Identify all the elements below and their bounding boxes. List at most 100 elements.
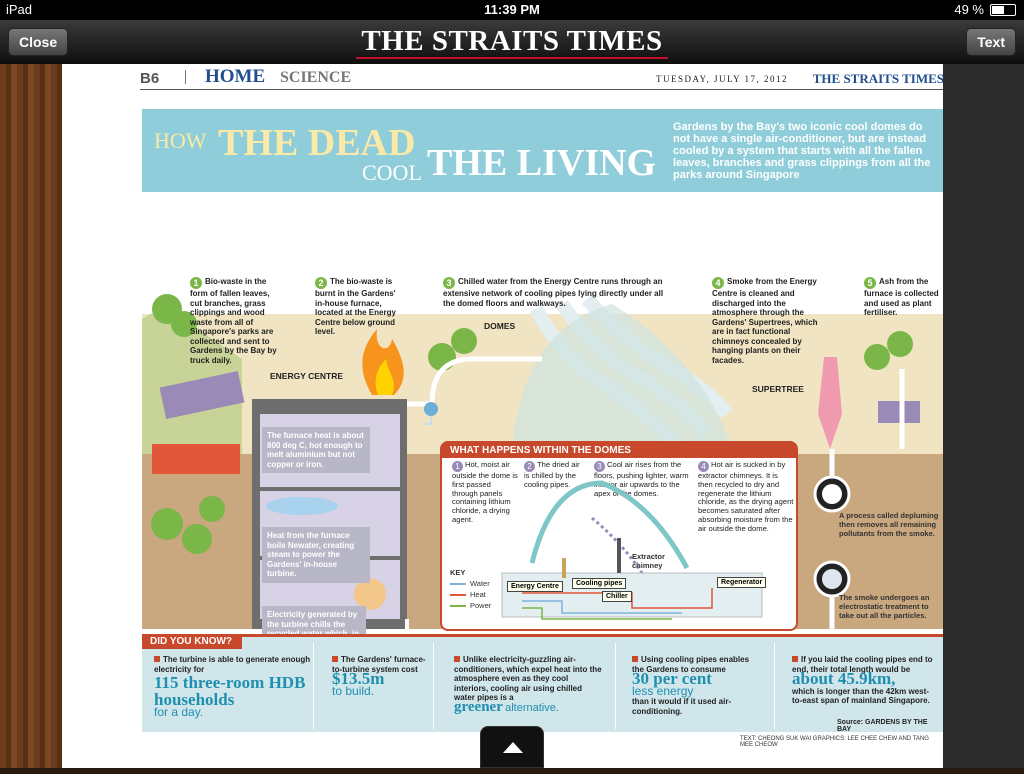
- fact-4-big: 30 per cent: [632, 669, 712, 688]
- fact-4: Using cooling pipes enables the Gardens …: [632, 655, 757, 716]
- intro-text: Gardens by the Bay's two iconic cool dom…: [673, 121, 931, 181]
- plant-note-2: Heat from the furnace boils Newater, cre…: [262, 527, 370, 583]
- domes-step-2-text: The dried air is chilled by the cooling …: [524, 460, 580, 489]
- show-toolbar-button[interactable]: [480, 726, 544, 768]
- key-title: KEY: [450, 568, 466, 577]
- source-note: Source: GARDENS BY THE BAY: [837, 719, 928, 733]
- domes-panel-title: WHAT HAPPENS WITHIN THE DOMES: [442, 443, 796, 458]
- page-number: B6: [140, 70, 160, 87]
- step-3-text: Chilled water from the Energy Centre run…: [443, 277, 664, 308]
- fact-4-pre: Using cooling pipes enables the Gardens …: [632, 655, 750, 674]
- fact-3-big: greener: [454, 698, 503, 715]
- key-heat: Heat: [450, 590, 486, 599]
- fact-divider: [433, 643, 434, 729]
- domes-step-2: 2 The dried air is chilled by the cooling…: [524, 460, 580, 490]
- right-background: [943, 64, 1024, 768]
- page-date: TUESDAY, JULY 17, 2012: [656, 74, 789, 84]
- status-bar: iPad 11:39 PM 49 %: [0, 0, 1024, 20]
- step-1-number: 1: [190, 277, 202, 289]
- fact-divider: [615, 643, 616, 729]
- section-name: HOME: [205, 66, 266, 87]
- step-1-text: Bio-waste in the form of fallen leaves, …: [190, 277, 277, 365]
- close-button[interactable]: Close: [8, 28, 69, 56]
- step-3: 3 Chilled water from the Energy Centre ru…: [443, 277, 675, 308]
- step-4-number: 4: [712, 277, 724, 289]
- fact-bullet: [332, 656, 338, 662]
- page-header: B6 HOME SCIENCE TUESDAY, JULY 17, 2012 T…: [140, 66, 943, 90]
- fact-bullet: [632, 656, 638, 662]
- step-2-text: The bio-waste is burnt in the Gardens' i…: [315, 277, 396, 336]
- battery-icon: [990, 4, 1016, 16]
- domes-step-3-number: 3: [594, 461, 605, 472]
- fact-divider: [313, 643, 314, 729]
- cooling-pipes-tag: Cooling pipes: [572, 578, 627, 589]
- fact-5-post: which is longer than the 42km west-to-ea…: [792, 686, 930, 706]
- fact-4-post2: than it would if it used air-conditionin…: [632, 697, 732, 716]
- domes-step-1: 1 Hot, moist air outside the dome is firs…: [452, 460, 518, 525]
- masthead-underline: [356, 57, 668, 59]
- depluming-note: A process called depluming then removes …: [839, 511, 939, 538]
- paper-name: THE STRAITS TIMES: [812, 71, 943, 86]
- status-time: 11:39 PM: [484, 2, 540, 17]
- title-band: HOW THE DEAD COOL THE LIVING Gardens by …: [142, 109, 943, 192]
- domes-step-1-text: Hot, moist air outside the dome is first…: [452, 460, 518, 524]
- fact-2-post: to build.: [332, 683, 375, 698]
- step-5: 5 Ash from the furnace is collected and u…: [864, 277, 942, 318]
- fact-2-pre: The Gardens' furnace-to-turbine system c…: [332, 655, 426, 674]
- domes-label: DOMES: [484, 321, 516, 331]
- text-button[interactable]: Text: [966, 28, 1016, 56]
- step-5-number: 5: [864, 277, 876, 289]
- fact-1-post: for a day.: [154, 705, 204, 719]
- title-cool: COOL: [362, 160, 422, 185]
- title-how: HOW: [154, 128, 207, 153]
- subsection-name: SCIENCE: [280, 69, 352, 86]
- domes-step-2-number: 2: [524, 461, 535, 472]
- step-4: 4 Smoke from the Energy Centre is cleaned…: [712, 277, 820, 365]
- fact-bullet: [792, 656, 798, 662]
- fact-bullet: [154, 656, 160, 662]
- extractor-label: Extractor chimney: [632, 552, 665, 570]
- step-1: 1 Bio-waste in the form of fallen leaves,…: [190, 277, 278, 365]
- key-water-swatch: [450, 583, 466, 586]
- battery-percent: 49 %: [954, 2, 984, 17]
- up-arrow-icon: [503, 742, 523, 753]
- masthead-title: THE STRAITS TIMES: [361, 25, 663, 57]
- fact-3-pre: Unlike electricity-guzzling air-conditio…: [454, 655, 602, 702]
- fact-1-pre: The turbine is able to generate enough e…: [154, 655, 311, 674]
- domes-step-4: 4 Hot air is sucked in by extractor chimn…: [698, 460, 794, 534]
- fact-2-big: $13.5m: [332, 669, 385, 688]
- energy-centre-tag: Energy Centre: [507, 581, 563, 592]
- electrostatic-note: The smoke undergoes an electrostatic tre…: [839, 593, 930, 620]
- key-power: Power: [450, 601, 491, 610]
- domes-panel: WHAT HAPPENS WITHIN THE DOMES 1 Hot, mois…: [440, 441, 798, 631]
- step-5-text: Ash from the furnace is collected and us…: [864, 277, 939, 317]
- energy-centre-label: ENERGY CENTRE: [270, 371, 344, 381]
- step-3-number: 3: [443, 277, 455, 289]
- did-you-know-title: DID YOU KNOW?: [142, 634, 243, 649]
- fact-1: The turbine is able to generate enough e…: [154, 655, 314, 719]
- fact-bullet: [454, 656, 460, 662]
- key-power-label: Power: [470, 601, 492, 610]
- domes-step-4-text: Hot air is sucked in by extractor chimne…: [698, 460, 794, 533]
- fact-divider: [774, 643, 775, 729]
- step-2-number: 2: [315, 277, 327, 289]
- fact-3-post: alternative.: [505, 701, 559, 714]
- fact-4-post: less energy: [632, 683, 694, 698]
- credits: TEXT: CHEONG SUK WAI GRAPHICS: LEE CHEE …: [740, 736, 929, 748]
- key-water-label: Water: [470, 579, 490, 588]
- step-2: 2 The bio-waste is burnt in the Gardens' …: [315, 277, 397, 337]
- fact-5: If you laid the cooling pipes end to end…: [792, 655, 937, 706]
- regenerator-tag: Regenerator: [717, 577, 767, 588]
- infographic-scene: 1 Bio-waste in the form of fallen leaves,…: [142, 209, 943, 686]
- key-power-swatch: [450, 605, 466, 608]
- title-dead: THE DEAD: [218, 122, 416, 164]
- newspaper-page[interactable]: B6 HOME SCIENCE TUESDAY, JULY 17, 2012 T…: [62, 64, 943, 768]
- wood-background: [0, 64, 62, 768]
- fact-1-big: 115 three-room HDB households: [154, 673, 306, 709]
- key-water: Water: [450, 579, 490, 588]
- domes-step-4-number: 4: [698, 461, 709, 472]
- device-name: iPad: [6, 2, 33, 17]
- step-4-text: Smoke from the Energy Centre is cleaned …: [712, 277, 818, 365]
- domes-step-1-number: 1: [452, 461, 463, 472]
- key-heat-label: Heat: [470, 590, 486, 599]
